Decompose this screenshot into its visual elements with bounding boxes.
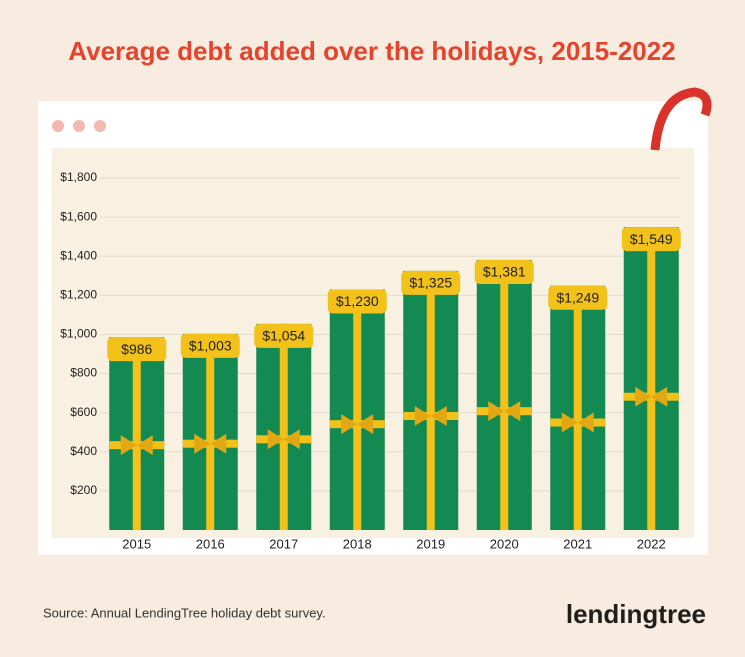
x-tick-label: 2021: [563, 536, 592, 551]
bow: [267, 429, 300, 450]
bow: [120, 435, 153, 456]
ribbon: [353, 289, 362, 530]
value-label: $1,549: [630, 231, 673, 247]
y-tick-label: $400: [70, 444, 97, 458]
x-tick-label: 2018: [343, 536, 372, 551]
ribbon: [500, 259, 509, 530]
bar-cap: [621, 227, 681, 252]
bar-cap: [107, 337, 167, 362]
ribbon: [647, 227, 656, 530]
x-tick-label: 2020: [490, 536, 519, 551]
bow: [488, 401, 521, 422]
x-tick-label: 2022: [637, 536, 666, 551]
ribbon: [132, 337, 141, 530]
y-tick-label: $200: [70, 483, 97, 497]
y-tick-label: $800: [70, 366, 97, 380]
window-dot: [73, 120, 85, 132]
value-label: $1,003: [189, 338, 232, 354]
y-tick-label: $1,600: [60, 209, 97, 223]
chart-title: Average debt added over the holidays, 20…: [68, 36, 675, 66]
bow: [194, 433, 227, 454]
window-dot: [94, 120, 106, 132]
value-label: $986: [121, 341, 152, 357]
bar-cap: [474, 259, 534, 284]
bar-cap: [401, 270, 461, 295]
ribbon: [426, 270, 435, 530]
y-tick-label: $1,400: [60, 248, 97, 262]
ribbon: [573, 285, 582, 530]
x-tick-label: 2019: [416, 536, 445, 551]
value-label: $1,249: [556, 289, 599, 305]
y-tick-label: $600: [70, 405, 97, 419]
ribbon: [279, 323, 288, 530]
ribbon: [206, 333, 215, 530]
bar-cap: [180, 333, 240, 358]
value-label: $1,325: [409, 275, 452, 291]
bar-cap: [327, 289, 387, 314]
value-label: $1,230: [336, 293, 379, 309]
candy-cane: [650, 87, 712, 151]
window-dot: [52, 120, 64, 132]
y-tick-label: $1,800: [60, 170, 97, 184]
bow: [561, 412, 594, 433]
y-tick-label: $1,200: [60, 288, 97, 302]
source-note: Source: Annual LendingTree holiday debt …: [43, 605, 326, 620]
bar-cap: [254, 323, 314, 348]
x-tick-label: 2017: [269, 536, 298, 551]
x-tick-label: 2015: [122, 536, 151, 551]
logo: lendingtree: [566, 599, 706, 629]
bar-cap: [548, 285, 608, 310]
value-label: $1,054: [262, 328, 305, 344]
y-tick-label: $1,000: [60, 327, 97, 341]
bow: [414, 405, 447, 426]
value-label: $1,381: [483, 264, 526, 280]
x-tick-label: 2016: [196, 536, 225, 551]
bow: [341, 414, 374, 435]
bow: [635, 386, 668, 407]
